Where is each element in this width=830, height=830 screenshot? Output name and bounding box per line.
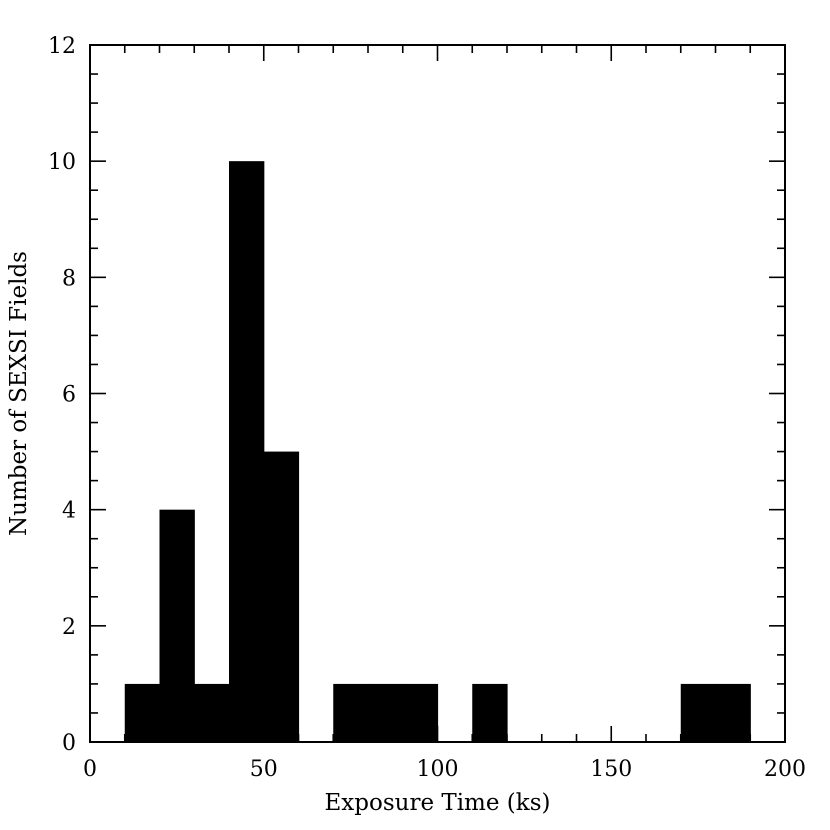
histogram-bars xyxy=(124,161,751,742)
histogram-bar xyxy=(229,161,265,742)
x-tick-label: 200 xyxy=(764,757,806,782)
histogram-bar xyxy=(333,683,369,742)
histogram-bar xyxy=(472,683,508,742)
x-tick-label: 50 xyxy=(250,757,278,782)
x-tick-label: 0 xyxy=(83,757,97,782)
histogram-bar xyxy=(194,683,230,742)
y-tick-label: 2 xyxy=(62,615,76,640)
y-tick-labels: 0 2 4 6 8 10 12 xyxy=(48,34,76,756)
axis-ticks xyxy=(89,44,786,743)
y-tick-label: 10 xyxy=(48,150,76,175)
histogram-bar xyxy=(680,683,717,742)
x-tick-label: 150 xyxy=(590,757,632,782)
x-tick-label: 100 xyxy=(417,757,459,782)
y-tick-label: 8 xyxy=(62,266,76,291)
y-axis-label: Number of SEXSI Fields xyxy=(6,251,32,536)
plot-frame xyxy=(89,44,786,743)
histogram-bar xyxy=(263,451,300,742)
histogram-bar xyxy=(368,683,404,742)
y-tick-label: 6 xyxy=(62,383,76,408)
histogram-bar xyxy=(402,683,439,742)
x-axis-label: Exposure Time (ks) xyxy=(325,790,551,816)
y-tick-label: 4 xyxy=(62,499,76,524)
histogram-bar xyxy=(159,509,195,742)
y-tick-label: 0 xyxy=(62,731,76,756)
x-tick-labels: 0 50 100 150 200 xyxy=(83,757,806,782)
histogram-bar xyxy=(124,683,161,742)
histogram-bar xyxy=(715,683,751,742)
y-tick-label: 12 xyxy=(48,34,76,59)
